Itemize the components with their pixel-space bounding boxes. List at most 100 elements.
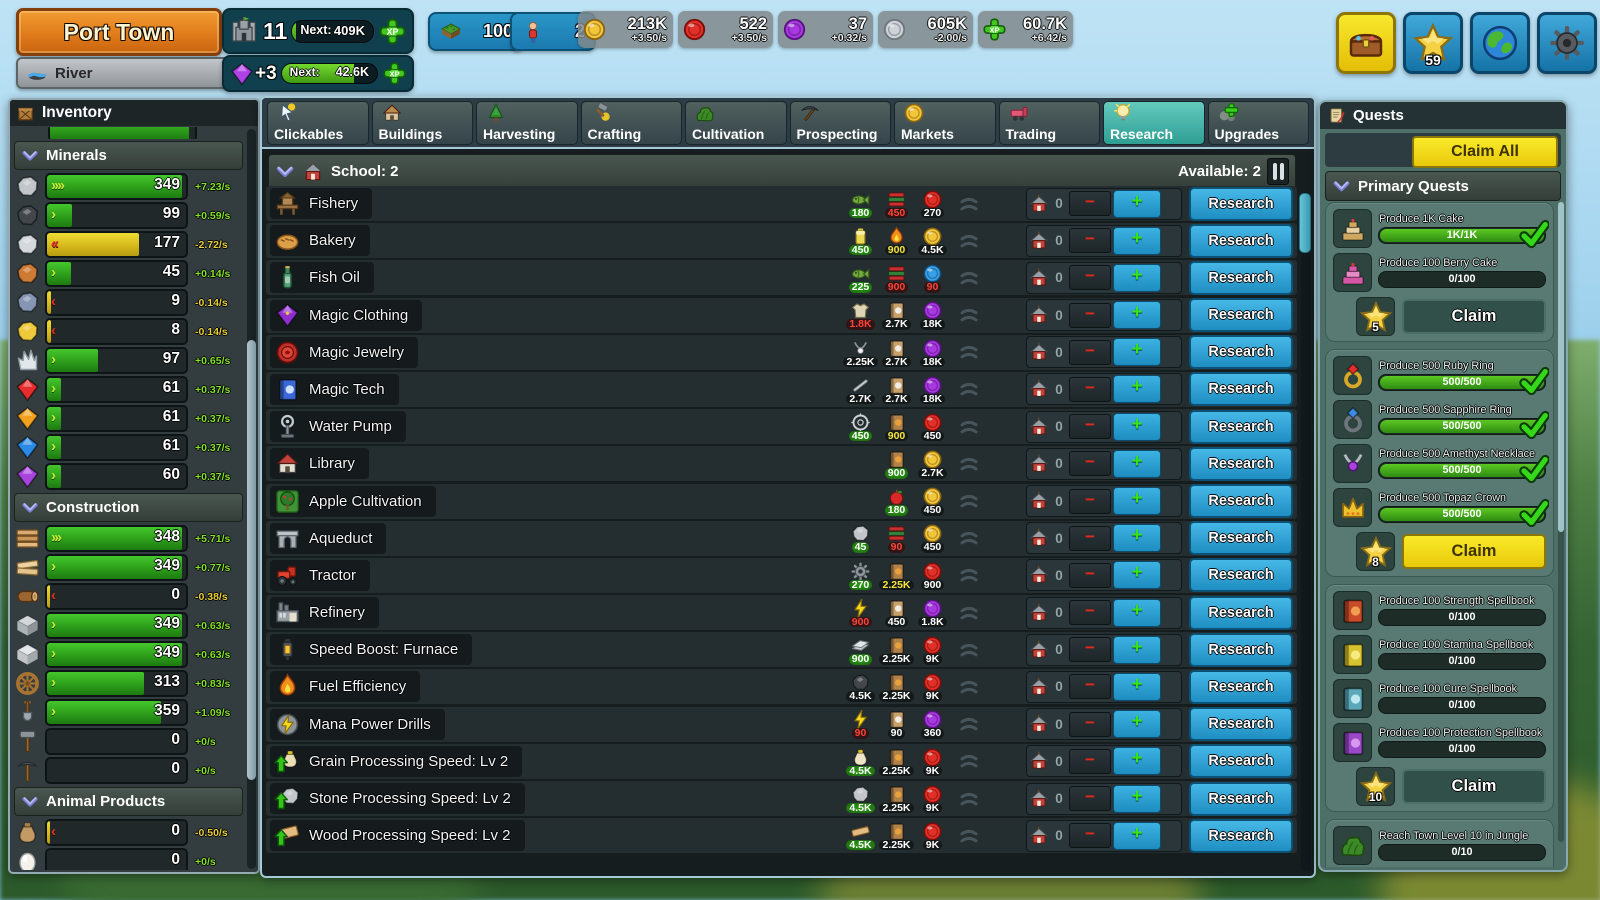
research-button[interactable]: Research	[1189, 669, 1293, 704]
research-button[interactable]: Research	[1189, 409, 1293, 444]
remove-worker-button[interactable]: −	[1069, 786, 1111, 811]
research-button[interactable]: Research	[1189, 707, 1293, 742]
remove-worker-button[interactable]: −	[1069, 451, 1111, 477]
remove-worker-button[interactable]: −	[1069, 637, 1111, 663]
tab-clickables[interactable]: Clickables	[267, 101, 369, 145]
remove-worker-button[interactable]: −	[1069, 228, 1111, 254]
remove-worker-button[interactable]: −	[1069, 302, 1111, 328]
research-button[interactable]: Research	[1189, 446, 1293, 481]
research-name: Aqueduct	[309, 529, 373, 547]
research-button[interactable]: Research	[1189, 595, 1293, 630]
treasure-chest-button[interactable]	[1336, 12, 1396, 74]
primary-quests-header[interactable]: Primary Quests	[1325, 171, 1561, 201]
inventory-item-bar: › 97	[45, 347, 188, 374]
add-worker-button[interactable]: +	[1113, 784, 1161, 813]
resource-silver-coin: 605K -2.00/s	[878, 11, 973, 48]
tab-buildings[interactable]: Buildings	[371, 101, 473, 145]
research-name: Stone Processing Speed: Lv 2	[309, 790, 511, 807]
tab-cultivation[interactable]: Cultivation	[685, 101, 787, 145]
add-worker-button[interactable]: +	[1113, 821, 1161, 850]
quests-scroll-thumb[interactable]	[1558, 202, 1564, 532]
research-button[interactable]: Research	[1189, 186, 1293, 221]
claim-button[interactable]: Claim	[1402, 299, 1546, 334]
inventory-item-lumber: › 349 +0.77/s	[12, 553, 245, 582]
world-globe-button[interactable]	[1470, 12, 1530, 74]
research-button[interactable]: Research	[1189, 632, 1293, 667]
remove-worker-button[interactable]: −	[1069, 748, 1111, 774]
remove-worker-button[interactable]: −	[1069, 339, 1111, 365]
inventory-item-rate: +0.59/s	[195, 209, 231, 222]
research-button[interactable]: Research	[1189, 260, 1293, 295]
claim-button[interactable]: Claim	[1402, 769, 1546, 804]
remove-worker-button[interactable]: −	[1069, 600, 1111, 626]
town-star-button[interactable]: 59	[1403, 12, 1463, 74]
remove-worker-button[interactable]: −	[1069, 414, 1111, 440]
tab-research[interactable]: Research	[1103, 101, 1205, 145]
cost-value: 90	[887, 542, 906, 553]
tab-markets[interactable]: Markets	[894, 101, 996, 145]
cost-research-page: 2.7K	[881, 300, 912, 330]
research-button[interactable]: Research	[1189, 558, 1293, 593]
add-worker-button[interactable]: +	[1113, 635, 1161, 664]
claim-all-button[interactable]: Claim All	[1412, 136, 1558, 168]
inventory-scroll-thumb[interactable]	[247, 340, 256, 780]
research-button[interactable]: Research	[1189, 521, 1293, 556]
inventory-section-construction[interactable]: Construction	[14, 493, 243, 522]
settings-gear-button[interactable]	[1537, 12, 1597, 74]
add-worker-button[interactable]: +	[1113, 412, 1161, 441]
add-worker-button[interactable]: +	[1113, 747, 1161, 776]
cost-research-page: 450	[881, 598, 912, 628]
cost-lightning: 90	[845, 709, 876, 739]
stone-up-icon	[274, 785, 301, 812]
add-worker-button[interactable]: +	[1113, 487, 1161, 515]
tab-crafting[interactable]: Crafting	[580, 101, 682, 145]
add-worker-button[interactable]: +	[1113, 524, 1161, 553]
add-worker-button[interactable]: +	[1113, 375, 1161, 404]
tab-upgrades[interactable]: Upgrades	[1207, 101, 1309, 145]
research-button[interactable]: Research	[1189, 335, 1293, 370]
remove-worker-button[interactable]: −	[1069, 488, 1111, 514]
cost-pump-gauge: 450	[845, 412, 876, 442]
prestige-gem-icon	[229, 61, 255, 87]
claim-button[interactable]: Claim	[1402, 534, 1546, 569]
add-worker-button[interactable]: +	[1113, 710, 1161, 739]
add-worker-button[interactable]: +	[1113, 598, 1161, 627]
workshop-scroll-thumb[interactable]	[1299, 193, 1311, 253]
remove-worker-button[interactable]: −	[1069, 823, 1111, 849]
add-worker-button[interactable]: +	[1113, 338, 1161, 367]
add-worker-button[interactable]: +	[1113, 449, 1161, 478]
research-button[interactable]: Research	[1189, 818, 1293, 853]
add-worker-button[interactable]: +	[1113, 226, 1161, 255]
research-button[interactable]: Research	[1189, 223, 1293, 258]
remove-worker-button[interactable]: −	[1069, 562, 1111, 588]
remove-worker-button[interactable]: −	[1069, 265, 1111, 291]
tab-prospecting[interactable]: Prospecting	[789, 101, 891, 145]
add-worker-button[interactable]: +	[1113, 301, 1161, 330]
tab-trading[interactable]: Trading	[998, 101, 1100, 145]
quests-header: Quests	[1320, 102, 1566, 129]
remove-worker-button[interactable]: −	[1069, 525, 1111, 551]
brown-book-icon	[886, 784, 907, 805]
research-button[interactable]: Research	[1189, 744, 1293, 779]
research-button[interactable]: Research	[1189, 298, 1293, 333]
remove-worker-button[interactable]: −	[1069, 674, 1111, 700]
remove-worker-button[interactable]: −	[1069, 711, 1111, 737]
research-name: Grain Processing Speed: Lv 2	[309, 752, 509, 770]
school-group-header[interactable]: School: 2 Available: 2	[268, 154, 1296, 189]
inventory-section-animal-products[interactable]: Animal Products	[14, 787, 243, 816]
remove-worker-button[interactable]: −	[1069, 376, 1111, 402]
add-worker-button[interactable]: +	[1113, 263, 1161, 292]
inventory-section-minerals[interactable]: Minerals	[14, 141, 243, 170]
cost-red-coin: 270	[917, 189, 948, 219]
research-button[interactable]: Research	[1189, 781, 1293, 816]
tab-harvesting[interactable]: Harvesting	[476, 101, 578, 145]
add-worker-button[interactable]: +	[1113, 189, 1161, 218]
research-button[interactable]: Research	[1189, 484, 1293, 518]
add-worker-button[interactable]: +	[1113, 672, 1161, 701]
pillars-icon[interactable]	[1267, 158, 1289, 185]
cost-value: 2.25K	[879, 691, 914, 702]
add-worker-button[interactable]: +	[1113, 561, 1161, 590]
research-button[interactable]: Research	[1189, 372, 1293, 407]
remove-worker-button[interactable]: −	[1069, 191, 1111, 216]
inventory-item-bar: › 45	[45, 260, 188, 287]
